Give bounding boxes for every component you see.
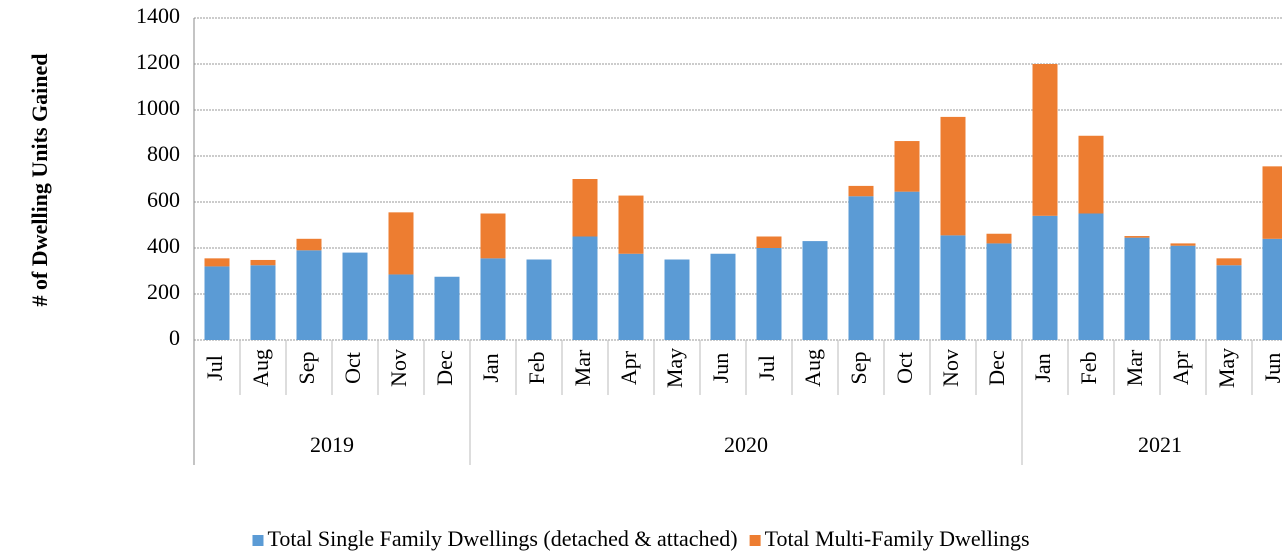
x-group-label: 2021 xyxy=(1138,432,1182,457)
bar-segment xyxy=(802,241,828,340)
bar-segment xyxy=(756,248,782,340)
bar-segment xyxy=(618,253,644,340)
bar-segment xyxy=(986,243,1012,340)
bar-segment xyxy=(480,213,506,259)
bar-segment xyxy=(710,253,736,340)
x-tick-label: Nov xyxy=(386,349,411,387)
bar-segment xyxy=(894,191,920,340)
x-tick-label: Oct xyxy=(340,352,365,384)
bar-segment xyxy=(1170,243,1196,246)
x-tick-label: Apr xyxy=(616,350,641,385)
x-group-label: 2019 xyxy=(310,432,354,457)
bar-segment xyxy=(1124,237,1150,340)
bar-segment xyxy=(1216,265,1242,340)
bar-segment xyxy=(388,274,414,340)
bar-segment xyxy=(388,212,414,275)
x-tick-label: May xyxy=(662,348,687,388)
bar-segment xyxy=(296,238,322,251)
bar-segment xyxy=(434,276,460,340)
y-tick-label: 200 xyxy=(147,279,180,304)
x-tick-label: Jan xyxy=(1030,353,1055,382)
bar-segment xyxy=(250,265,276,340)
bar-segment xyxy=(572,179,598,237)
bar-segment xyxy=(204,266,230,340)
legend-label: Total Multi-Family Dwellings xyxy=(765,526,1030,551)
legend-swatch xyxy=(252,535,264,546)
bar-segment xyxy=(204,258,230,267)
legend-swatch xyxy=(749,535,761,546)
bar-segment xyxy=(664,259,690,340)
x-tick-label: Mar xyxy=(1122,349,1147,386)
bar-segment xyxy=(1262,166,1282,239)
y-tick-label: 0 xyxy=(169,325,180,350)
x-tick-label: Mar xyxy=(570,349,595,386)
x-tick-label: Sep xyxy=(846,352,871,385)
bar-segment xyxy=(1262,238,1282,340)
bar-segment xyxy=(572,236,598,340)
y-axis-title: # of Dwelling Units Gained xyxy=(27,53,52,306)
y-tick-label: 600 xyxy=(147,187,180,212)
x-tick-label: Dec xyxy=(432,350,457,386)
x-tick-label: Jan xyxy=(478,353,503,382)
bar-segment xyxy=(848,196,874,340)
y-tick-label: 400 xyxy=(147,233,180,258)
x-tick-label: Dec xyxy=(984,350,1009,386)
x-tick-label: Sep xyxy=(294,352,319,385)
x-tick-label: Nov xyxy=(938,349,963,387)
x-tick-label: Apr xyxy=(1168,350,1193,385)
y-tick-label: 1200 xyxy=(136,49,180,74)
bar-segment xyxy=(526,259,552,340)
bar-segment xyxy=(1032,215,1058,340)
bar-segment xyxy=(940,235,966,340)
x-tick-label: Feb xyxy=(1076,352,1101,385)
y-tick-label: 800 xyxy=(147,141,180,166)
x-tick-label: Oct xyxy=(892,352,917,384)
bar-segment xyxy=(342,252,368,340)
y-tick-label: 1400 xyxy=(136,3,180,28)
bar-segment xyxy=(1078,135,1104,214)
bar-segment xyxy=(250,259,276,266)
x-tick-label: Jul xyxy=(202,355,227,381)
x-tick-label: Jun xyxy=(1260,353,1282,384)
x-group-label: 2020 xyxy=(724,432,768,457)
x-tick-label: May xyxy=(1214,348,1239,388)
bar-segment xyxy=(1216,258,1242,266)
x-tick-label: Aug xyxy=(800,349,825,387)
y-tick-label: 1000 xyxy=(136,95,180,120)
x-tick-label: Jun xyxy=(708,353,733,384)
bar-segment xyxy=(986,233,1012,244)
bar-segment xyxy=(296,250,322,340)
bar-segment xyxy=(1032,64,1058,216)
bar-segment xyxy=(756,236,782,248)
bar-segment xyxy=(1170,245,1196,340)
x-tick-label: Jul xyxy=(754,355,779,381)
bar-segment xyxy=(618,195,644,254)
bar-segment xyxy=(894,141,920,192)
bar-segment xyxy=(1124,236,1150,238)
bar-segment xyxy=(480,258,506,340)
bar-segment xyxy=(1078,213,1104,340)
x-tick-label: Feb xyxy=(524,352,549,385)
x-tick-label: Aug xyxy=(248,349,273,387)
bar-segment xyxy=(940,116,966,236)
bar-segment xyxy=(848,185,874,197)
legend-label: Total Single Family Dwellings (detached … xyxy=(267,526,737,551)
